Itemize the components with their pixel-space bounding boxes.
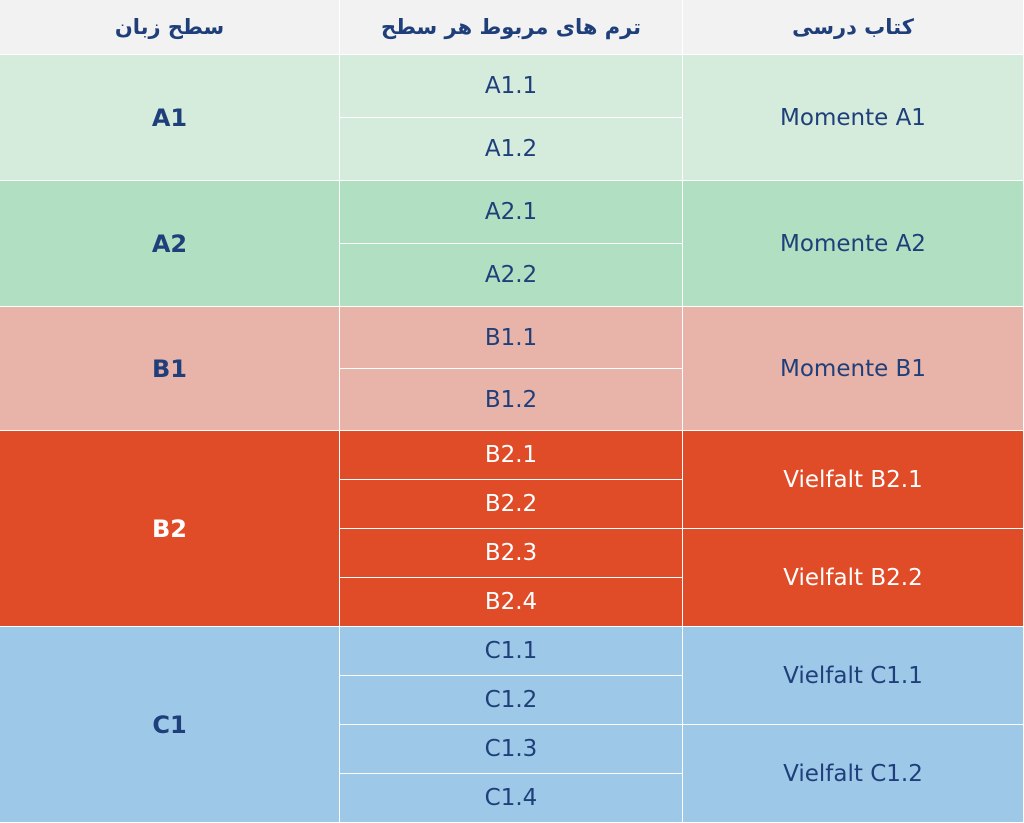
book-vielfalt-b2-2: Vielfalt B2.2 [683,529,1024,627]
header-level: سطح زبان [0,0,340,55]
term-b1-1: B1.1 [340,307,683,369]
term-c1-1: C1.1 [340,627,683,676]
book-vielfalt-b2-1: Vielfalt B2.1 [683,431,1024,529]
level-b1: B1 [0,307,340,431]
term-a1-1: A1.1 [340,55,683,118]
level-a2: A2 [0,181,340,307]
term-c1-2: C1.2 [340,676,683,725]
term-c1-3: C1.3 [340,725,683,774]
level-c1: C1 [0,627,340,823]
term-b2-1: B2.1 [340,431,683,480]
term-b2-4: B2.4 [340,578,683,627]
header-book: کتاب درسی [683,0,1024,55]
book-momente-a1: Momente A1 [683,55,1024,181]
term-c1-4: C1.4 [340,774,683,823]
book-momente-b1: Momente B1 [683,307,1024,431]
level-a1: A1 [0,55,340,181]
book-momente-a2: Momente A2 [683,181,1024,307]
book-vielfalt-c1-1: Vielfalt C1.1 [683,627,1024,725]
level-b2: B2 [0,431,340,627]
term-a2-2: A2.2 [340,244,683,307]
term-b2-3: B2.3 [340,529,683,578]
term-a2-1: A2.1 [340,181,683,244]
term-b1-2: B1.2 [340,369,683,431]
term-a1-2: A1.2 [340,118,683,181]
term-b2-2: B2.2 [340,480,683,529]
header-terms: ترم های مربوط هر سطح [340,0,683,55]
book-vielfalt-c1-2: Vielfalt C1.2 [683,725,1024,823]
